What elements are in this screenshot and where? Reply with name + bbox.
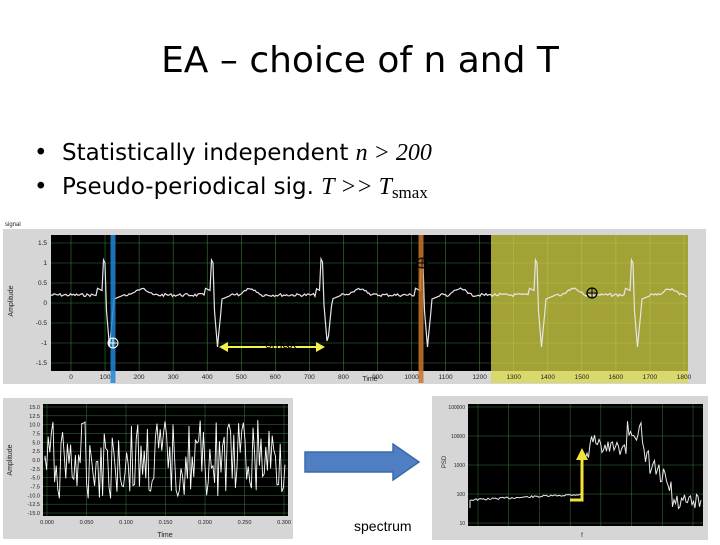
x-tick-label: 1600 [609,374,624,381]
cursor-marker-2[interactable] [416,257,428,269]
y-tick-label: 1.5 [38,240,47,247]
spectrum-grid [468,404,703,526]
signal-x-ticks: 0 100 200 300 400 500 600 700 800 900 1000 1100 1200… [69,374,691,381]
time-plot-svg: 15.0 12.5 10.0 7.5 5.0 2.5 0.0 -2.5 -5.0 -7.5 -10.… [7,404,291,539]
spectrum-peak-arrow [570,448,588,502]
time-x-ticks: 0.000 0.050 0.100 0.150 0.200 0.250 0.300 [40,520,291,526]
y-tick-label: 10.0 [29,423,40,429]
signal-plot-svg: Tsmax 1.5 1 0.5 0 -0.5 -1 -1.5 0 100 200 300 400 50… [8,235,692,383]
y-tick-label: -7.5 [31,485,40,491]
x-tick-label: 300 [168,374,179,381]
bullet-math-sub: smax [391,183,428,202]
y-tick-label: 1 [43,260,47,267]
cursor-marker-3[interactable] [586,287,598,299]
signal-panel-label: signal [5,222,21,228]
time-ylabel: Amplitude [7,444,14,475]
x-tick-label: 0.150 [159,520,173,526]
spectrum-panel: 100000 10000 1000 100 10 PSD f Tsmax [432,396,708,540]
x-tick-label: 200 [134,374,145,381]
bullet-text: Statistically independent [62,140,356,166]
x-tick-label: 1100 [439,374,453,381]
x-tick-label: 0.200 [198,520,212,526]
x-tick-label: 0.300 [277,520,291,526]
signal-y-ticks: 1.5 1 0.5 0 -0.5 -1 -1.5 [36,240,48,367]
spectrum-label: spectrum [354,518,412,534]
bullet-item-periodical: • Pseudo-periodical sig. T >> Tsmax [34,174,428,202]
y-tick-label: -2.5 [31,467,40,473]
signal-panel: Tsmax 1.5 1 0.5 0 -0.5 -1 -1.5 0 100 200 300 400 50… [3,229,706,384]
bullet-item-independent: • Statistically independent n > 200 [34,140,432,166]
time-xlabel: Time [157,532,172,539]
bullet-list: • Statistically independent n > 200 • Pseu… [34,136,432,206]
x-tick-label: 100 [100,374,111,381]
y-tick-label: 12.5 [29,414,40,420]
x-tick-label: 600 [270,374,281,381]
y-tick-label: 10000 [451,434,465,440]
y-tick-label: -5.0 [31,476,40,482]
x-tick-label: 0.050 [80,520,94,526]
y-tick-label: -1 [41,340,47,347]
y-tick-label: -12.5 [27,502,40,508]
tsmax-arrow [219,342,325,352]
x-tick-label: 900 [372,374,383,381]
x-tick-label: 1300 [506,374,521,381]
y-tick-label: 7.5 [32,432,40,438]
y-tick-label: 2.5 [32,449,40,455]
x-tick-label: 0 [69,374,73,381]
spectrum-xlabel: f [581,533,583,539]
noise-trace [44,419,286,499]
y-tick-label: 0.0 [32,458,40,464]
spectrum-y-ticks: 100000 10000 1000 100 10 [448,405,465,527]
bullet-text: Pseudo-periodical sig. [62,174,322,200]
y-tick-label: 15.0 [29,405,40,411]
spectrum-tsmax-label: Tsmax [518,495,562,520]
x-tick-label: 1500 [575,374,590,381]
x-tick-label: 400 [202,374,213,381]
x-tick-label: 0.100 [119,520,133,526]
y-tick-label: 0 [43,300,47,307]
y-tick-label: 100 [457,492,466,498]
x-tick-label: 700 [304,374,315,381]
spectrum-plot-svg: 100000 10000 1000 100 10 PSD f Tsmax [442,404,703,539]
time-panel: 15.0 12.5 10.0 7.5 5.0 2.5 0.0 -2.5 -5.0 -7.5 -10.… [3,398,293,539]
y-tick-label: -15.0 [27,511,40,517]
x-tick-label: 1800 [677,374,692,381]
x-tick-label: 1200 [472,374,487,381]
signal-trace [50,256,688,348]
x-tick-label: 0.250 [238,520,252,526]
x-tick-label: 0.000 [40,520,54,526]
y-tick-label: 0.5 [38,280,47,287]
y-tick-label: 5.0 [32,440,40,446]
x-tick-label: 1700 [643,374,658,381]
x-tick-label: 800 [338,374,349,381]
y-tick-label: -10.0 [27,493,40,499]
signal-xlabel: Time [362,376,377,383]
slide-title: EA – choice of n and T [161,40,559,81]
y-tick-label: -1.5 [36,360,48,367]
cursor-marker-1[interactable] [107,337,119,349]
bullet-math: n > 200 [355,140,432,166]
spectrum-arrow [304,443,421,481]
y-tick-label: 100000 [448,405,465,411]
x-tick-label: 1400 [541,374,556,381]
bullet-math: T >> T [321,174,392,200]
x-tick-label: 500 [236,374,247,381]
time-y-ticks: 15.0 12.5 10.0 7.5 5.0 2.5 0.0 -2.5 -5.0 -7.5 -10.… [27,405,40,517]
spectrum-ylabel: PSD [442,455,448,468]
y-tick-label: -0.5 [36,320,48,327]
x-tick-label: 1000 [404,374,419,381]
signal-ylabel: Amplitude [8,285,15,316]
highlight-region [491,235,688,383]
tsmax-label: Tsmax [253,326,297,351]
y-tick-label: 1000 [454,463,465,469]
y-tick-label: 10 [459,521,465,527]
